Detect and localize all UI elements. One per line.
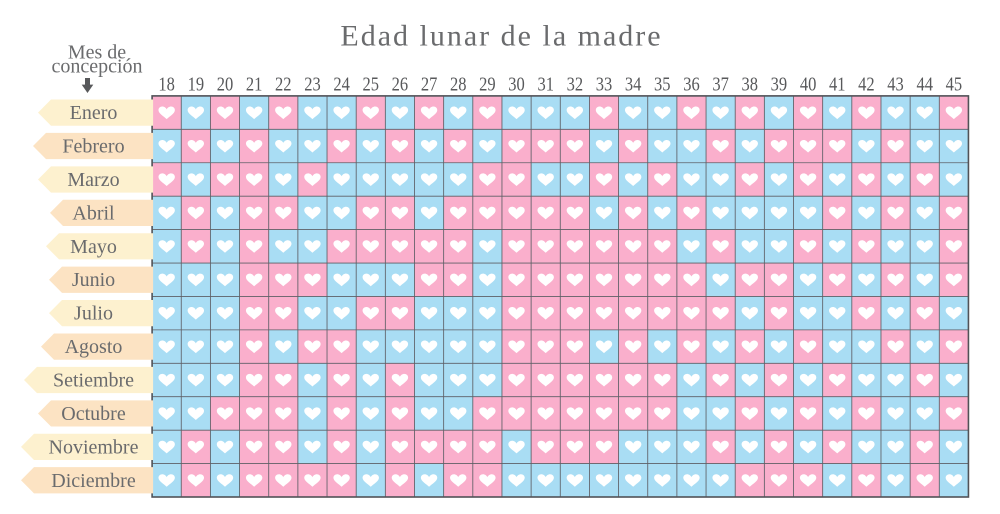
svg-text:Mayo: Mayo <box>70 236 117 258</box>
svg-text:25: 25 <box>363 74 380 96</box>
svg-text:44: 44 <box>916 74 933 96</box>
svg-text:27: 27 <box>421 74 438 96</box>
svg-text:31: 31 <box>537 74 554 96</box>
svg-text:28: 28 <box>450 74 467 96</box>
svg-text:Agosto: Agosto <box>65 336 123 358</box>
svg-text:Mes de: Mes de <box>68 42 126 64</box>
svg-text:24: 24 <box>333 74 350 96</box>
svg-text:37: 37 <box>712 74 729 96</box>
svg-text:45: 45 <box>946 74 963 96</box>
svg-text:Edad lunar de la madre: Edad lunar de la madre <box>340 20 662 53</box>
svg-text:Abril: Abril <box>72 202 115 224</box>
svg-text:38: 38 <box>742 74 759 96</box>
svg-text:19: 19 <box>188 74 205 96</box>
svg-text:23: 23 <box>304 74 321 96</box>
svg-text:43: 43 <box>887 74 904 96</box>
svg-text:Diciembre: Diciembre <box>51 470 136 492</box>
svg-text:36: 36 <box>683 74 700 96</box>
svg-text:42: 42 <box>858 74 875 96</box>
svg-text:32: 32 <box>567 74 584 96</box>
svg-text:34: 34 <box>625 74 642 96</box>
svg-text:Junio: Junio <box>72 269 115 291</box>
svg-text:Setiembre: Setiembre <box>53 370 134 392</box>
svg-text:20: 20 <box>217 74 234 96</box>
svg-text:Noviembre: Noviembre <box>49 436 139 458</box>
svg-text:30: 30 <box>508 74 525 96</box>
svg-text:Julio: Julio <box>74 303 113 325</box>
svg-text:39: 39 <box>771 74 788 96</box>
svg-text:40: 40 <box>800 74 817 96</box>
svg-text:Octubre: Octubre <box>61 403 126 425</box>
svg-text:Febrero: Febrero <box>62 136 124 158</box>
svg-text:29: 29 <box>479 74 496 96</box>
svg-text:Marzo: Marzo <box>67 169 119 191</box>
svg-text:concepción: concepción <box>51 56 142 78</box>
svg-text:41: 41 <box>829 74 846 96</box>
svg-text:33: 33 <box>596 74 613 96</box>
svg-text:26: 26 <box>392 74 409 96</box>
svg-text:22: 22 <box>275 74 292 96</box>
svg-text:21: 21 <box>246 74 263 96</box>
svg-text:35: 35 <box>654 74 671 96</box>
svg-text:18: 18 <box>158 74 175 96</box>
svg-text:Enero: Enero <box>70 102 118 124</box>
